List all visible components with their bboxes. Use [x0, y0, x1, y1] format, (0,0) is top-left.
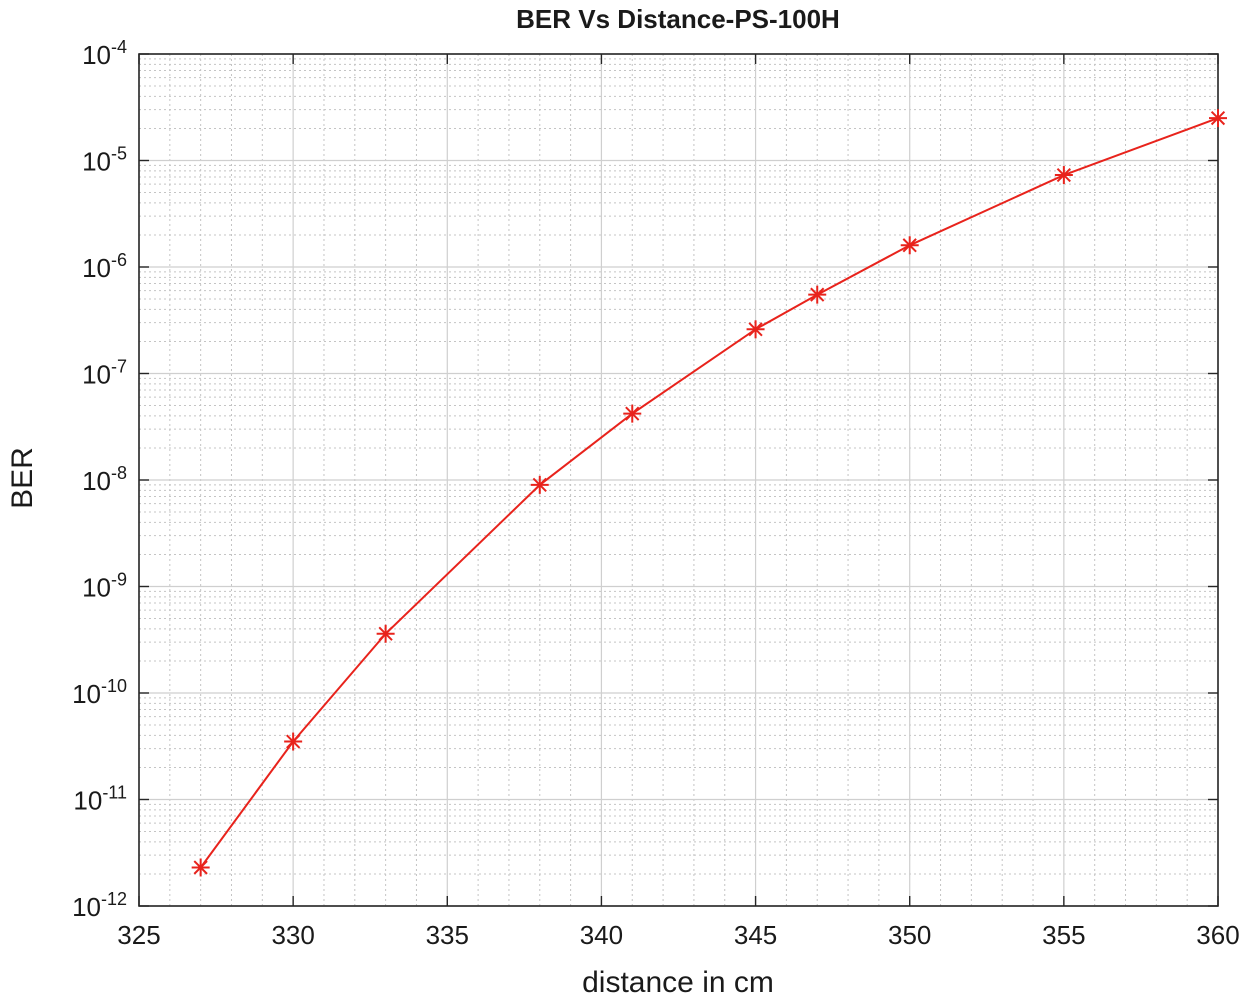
- axis-ticks: [138, 53, 1219, 907]
- marker-stroke: [1056, 167, 1071, 183]
- y-tick-label: 10-6: [82, 250, 127, 283]
- x-tick-label: 325: [117, 920, 160, 950]
- marker-stroke: [748, 322, 763, 337]
- x-tick-label: 360: [1196, 920, 1239, 950]
- y-tick-label: 10-9: [82, 570, 127, 603]
- marker-stroke: [378, 626, 393, 641]
- data-point-marker: [808, 285, 827, 304]
- tick-labels: 325 330 335 340 345 350 355 360 10-12 10-11 10-10 1…: [72, 37, 1240, 950]
- data-point-marker: [191, 858, 210, 877]
- y-tick-label: 10-10: [72, 676, 127, 709]
- data-series: [191, 109, 1227, 877]
- x-tick-label: 340: [580, 920, 623, 950]
- data-point-marker: [900, 236, 919, 255]
- x-tick-label: 335: [426, 920, 469, 950]
- marker-stroke: [625, 406, 640, 421]
- data-point-marker: [376, 624, 395, 643]
- marker-stroke: [902, 238, 917, 253]
- y-tick-label: 10-5: [82, 144, 127, 177]
- series-line: [199, 117, 1219, 869]
- x-tick-label: 350: [888, 920, 931, 950]
- data-point-marker: [623, 404, 642, 423]
- marker-stroke: [193, 860, 208, 875]
- marker-stroke: [810, 287, 825, 302]
- marker-stroke: [532, 477, 547, 492]
- data-point-marker: [1054, 166, 1073, 185]
- y-tick-label: 10-11: [73, 783, 127, 816]
- data-point-marker: [1209, 109, 1227, 128]
- y-tick-label: 10-12: [72, 889, 127, 922]
- y-axis-label: BER: [6, 447, 39, 509]
- data-point-marker: [530, 475, 549, 494]
- x-tick-label: 355: [1042, 920, 1085, 950]
- marker-stroke: [286, 734, 301, 749]
- marker-stroke: [1210, 111, 1226, 126]
- x-tick-label: 330: [271, 920, 314, 950]
- y-tick-label: 10-8: [82, 463, 127, 496]
- grid: [138, 53, 1219, 907]
- y-tick-label: 10-4: [82, 37, 127, 70]
- x-tick-label: 345: [734, 920, 777, 950]
- data-point-marker: [746, 320, 765, 339]
- x-axis-label: distance in cm: [582, 966, 774, 999]
- y-tick-label: 10-7: [82, 357, 127, 390]
- chart-title: BER Vs Distance-PS-100H: [516, 4, 840, 34]
- data-point-marker: [284, 732, 303, 751]
